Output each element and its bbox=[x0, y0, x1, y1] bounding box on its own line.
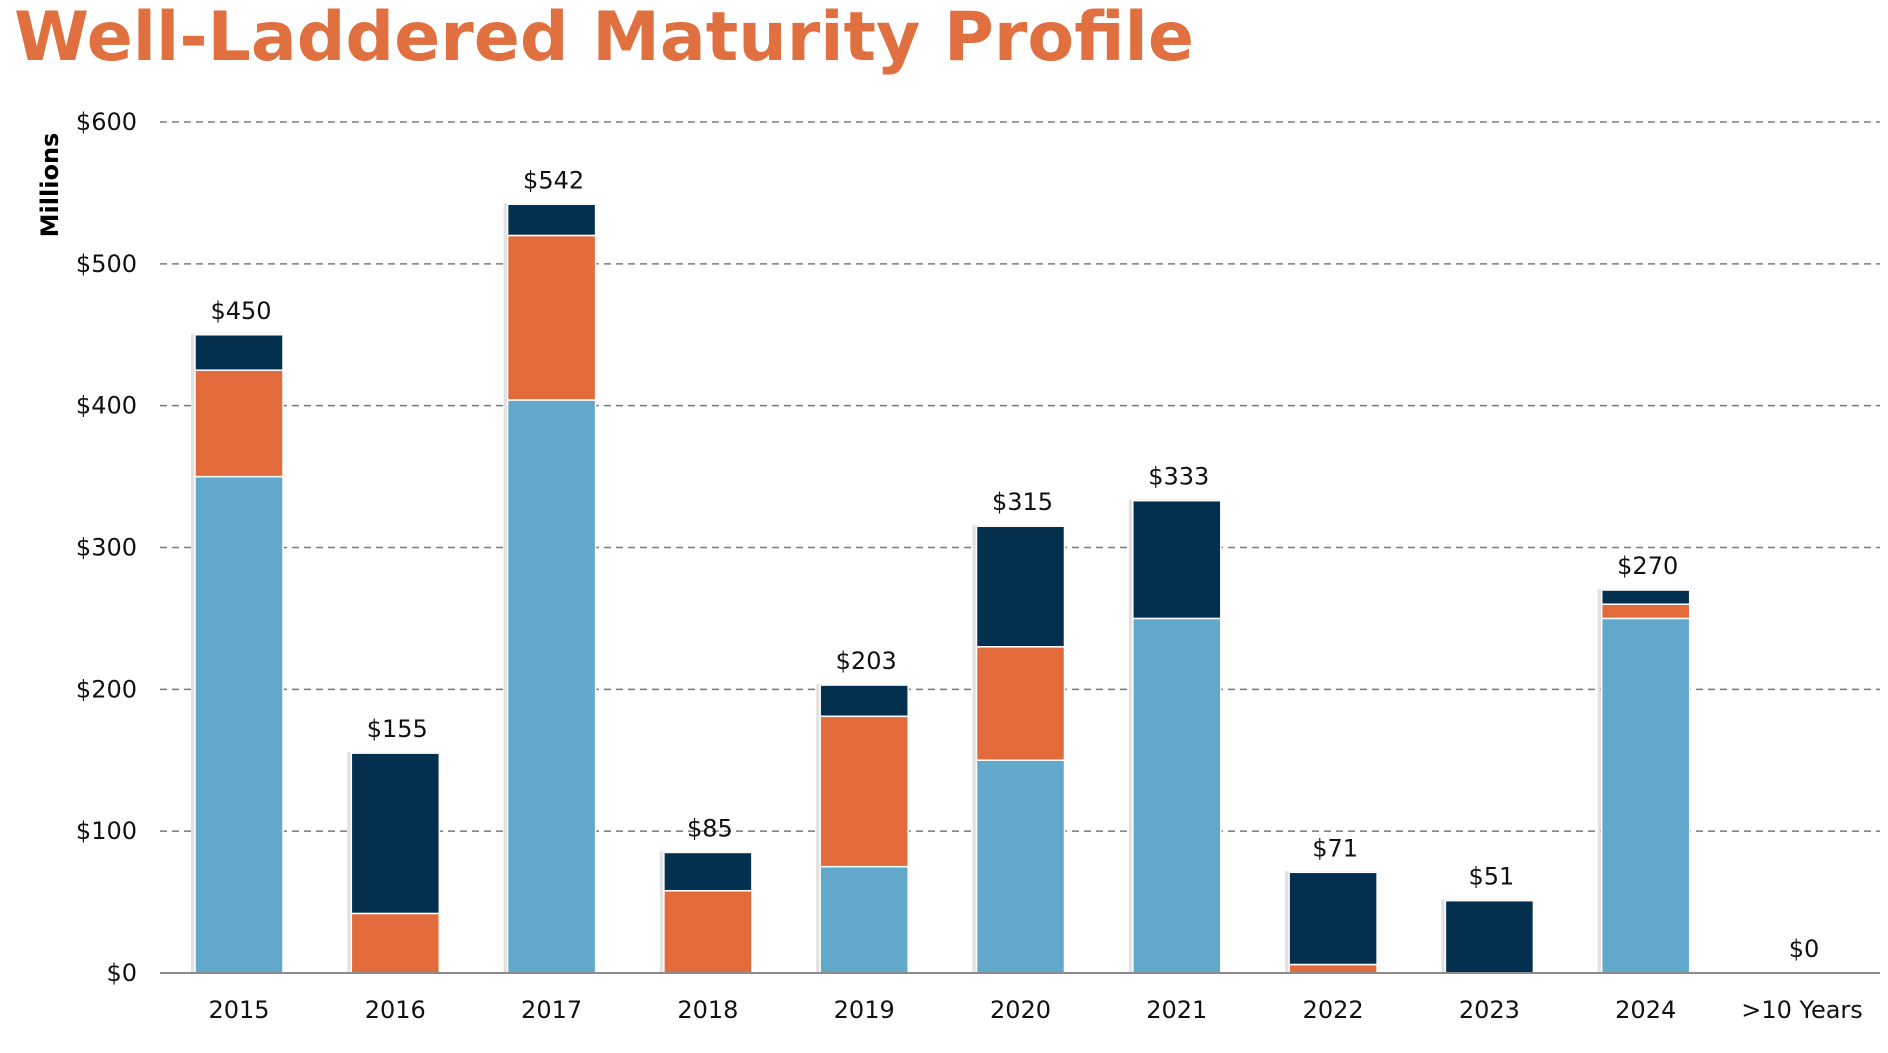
total-data-label: $315 bbox=[992, 488, 1053, 516]
bar-segment-2024-s0 bbox=[1600, 617, 1691, 974]
bar-segment-2017-s2 bbox=[506, 203, 597, 237]
y-tick-label: $400 bbox=[76, 392, 137, 420]
bar-segment-2020-s1 bbox=[975, 646, 1066, 761]
bar-segment-2020-s0 bbox=[975, 759, 1066, 974]
bar-segment-2020-s2 bbox=[975, 525, 1066, 648]
y-tick-label: $0 bbox=[106, 959, 137, 987]
bar-segment-2018-s1 bbox=[663, 889, 753, 974]
y-tick-label: $300 bbox=[76, 534, 137, 562]
bar-segment-2015-s1 bbox=[194, 369, 284, 478]
total-data-label: $0 bbox=[1789, 935, 1820, 963]
bars bbox=[191, 203, 1691, 974]
x-tick-label: 2018 bbox=[677, 996, 738, 1024]
total-data-label: $333 bbox=[1148, 463, 1209, 491]
x-tick-label: 2016 bbox=[365, 996, 426, 1024]
bar-segment-2024-s1 bbox=[1600, 603, 1691, 620]
total-data-label: $450 bbox=[210, 297, 271, 325]
bar-segment-2015-s2 bbox=[194, 334, 284, 371]
y-tick-label: $100 bbox=[76, 817, 137, 845]
bar-segment-2023-s2 bbox=[1444, 899, 1535, 974]
bar-segment-2017-s1 bbox=[506, 234, 597, 401]
chart-title: Well-Laddered Maturity Profile bbox=[14, 0, 1194, 77]
total-data-label: $71 bbox=[1312, 834, 1358, 862]
x-tick-label: >10 Years bbox=[1741, 996, 1863, 1024]
x-tick-label: 2024 bbox=[1615, 996, 1676, 1024]
labels: $0 $100 $200 $300 $400 $500 $600 2015 $450 2016 $1… bbox=[76, 108, 1863, 1024]
x-tick-label: 2017 bbox=[521, 996, 582, 1024]
x-tick-label: 2021 bbox=[1146, 996, 1207, 1024]
gridlines bbox=[160, 121, 1880, 832]
x-tick-label: 2022 bbox=[1303, 996, 1364, 1024]
bar-segment-2017-s0 bbox=[506, 399, 597, 974]
x-tick-label: 2020 bbox=[990, 996, 1051, 1024]
x-tick-label: 2023 bbox=[1459, 996, 1520, 1024]
total-data-label: $51 bbox=[1468, 863, 1514, 891]
bar-segment-2021-s0 bbox=[1132, 617, 1222, 974]
bar-segment-2016-s1 bbox=[350, 912, 441, 974]
bar-segment-2019-s1 bbox=[819, 715, 909, 868]
total-data-label: $542 bbox=[523, 166, 584, 194]
bar-segment-2024-s2 bbox=[1600, 589, 1691, 605]
bar-segment-2015-s0 bbox=[194, 475, 284, 974]
x-tick-label: 2019 bbox=[834, 996, 895, 1024]
bar-segment-2022-s2 bbox=[1288, 871, 1378, 966]
total-data-label: $203 bbox=[836, 647, 897, 675]
bar-segment-2021-s2 bbox=[1132, 499, 1222, 620]
y-tick-label: $200 bbox=[76, 675, 137, 703]
total-data-label: $155 bbox=[367, 715, 428, 743]
y-axis-title: Millions bbox=[36, 133, 64, 238]
bar-segment-2016-s2 bbox=[350, 752, 441, 915]
bar-segment-2018-s2 bbox=[663, 851, 753, 892]
bar-segment-2022-s1 bbox=[1288, 963, 1378, 974]
total-data-label: $270 bbox=[1617, 552, 1678, 580]
total-data-label: $85 bbox=[687, 814, 733, 842]
bar-segment-2019-s0 bbox=[819, 865, 909, 974]
bar-segment-2019-s2 bbox=[819, 684, 909, 718]
y-tick-label: $500 bbox=[76, 250, 137, 278]
y-tick-label: $600 bbox=[76, 108, 137, 136]
x-tick-label: 2015 bbox=[208, 996, 269, 1024]
